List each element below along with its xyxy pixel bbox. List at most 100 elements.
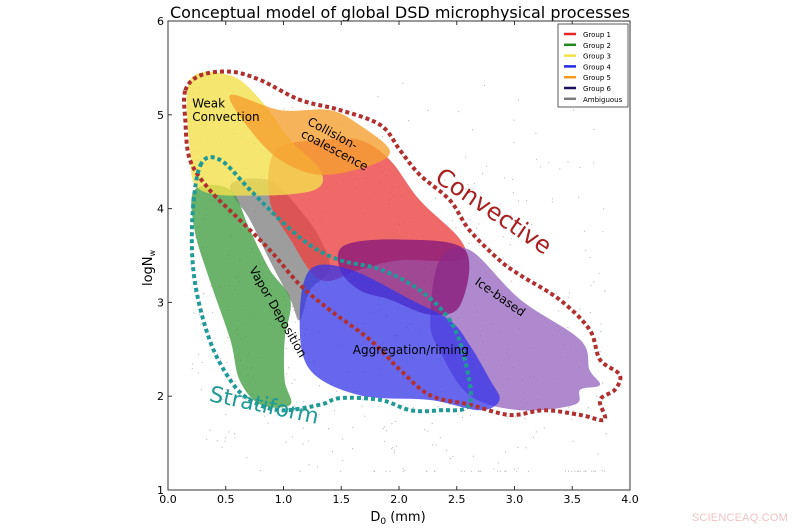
scatter-point — [212, 311, 214, 313]
scatter-point — [390, 448, 393, 450]
scatter-point — [193, 312, 195, 314]
scatter-point — [220, 357, 222, 360]
scatter-point — [408, 120, 410, 122]
scatter-point — [497, 470, 499, 472]
scatter-point — [352, 426, 354, 428]
scatter-point — [469, 414, 472, 417]
scatter-point — [531, 224, 533, 226]
scatter-point — [472, 455, 474, 457]
scatter-point — [226, 361, 228, 364]
scatter-point — [395, 445, 398, 447]
scatter-point — [291, 436, 294, 438]
scatter-point — [597, 453, 599, 455]
scatter-point — [572, 440, 574, 442]
scatter-point — [543, 427, 545, 429]
scatter-point — [476, 227, 478, 229]
x-tick-label: 1.5 — [333, 493, 351, 506]
scatter-point — [567, 161, 569, 163]
legend-label: Group 4 — [583, 63, 612, 71]
scatter-point — [291, 382, 293, 385]
regions — [186, 71, 607, 472]
y-tick-label: 3 — [157, 296, 164, 309]
scatter-point — [605, 433, 607, 435]
scatter-point — [210, 285, 212, 287]
scatter-point — [333, 409, 336, 412]
scatter-point — [590, 284, 592, 286]
annotation-agg: Aggregation/riming — [353, 343, 469, 357]
scatter-point — [577, 470, 580, 472]
scatter-point — [467, 184, 469, 186]
scatter-point — [385, 430, 388, 432]
scatter-point — [602, 230, 604, 233]
scatter-point — [513, 468, 516, 470]
scatter-point — [493, 468, 495, 470]
scatter-point — [525, 447, 527, 449]
scatter-point — [499, 203, 501, 205]
scatter-point — [505, 470, 507, 472]
scatter-point — [604, 290, 606, 292]
scatter-point — [535, 132, 537, 134]
scatter-point — [599, 350, 601, 353]
scatter-point — [377, 405, 379, 408]
scatter-point — [504, 451, 507, 453]
scatter-point — [473, 183, 476, 185]
outline-stratiform — [189, 155, 473, 414]
scatter-point — [191, 367, 193, 370]
scatter-point — [198, 372, 200, 374]
scatter-point — [509, 244, 511, 246]
scatter-point — [528, 470, 530, 472]
scatter-point — [423, 429, 426, 431]
scatter-point — [535, 431, 537, 433]
scatter-point — [576, 470, 579, 472]
scatter-point — [227, 336, 229, 339]
annotation-line: Weak — [192, 96, 225, 110]
scatter-point — [434, 470, 436, 472]
scatter-point — [478, 223, 480, 225]
scatter-point — [202, 312, 204, 314]
scatter-point — [499, 470, 502, 472]
scatter-point — [589, 311, 592, 314]
scatter-point — [288, 367, 290, 369]
scatter-point — [600, 323, 602, 325]
scatter-point — [564, 470, 567, 472]
scatter-point — [516, 470, 518, 472]
scatter-point — [541, 291, 544, 293]
y-tick-label: 6 — [157, 15, 164, 28]
scatter-point — [327, 428, 330, 430]
scatter-point — [510, 214, 512, 216]
scatter-point — [503, 177, 506, 179]
scatter-point — [483, 84, 486, 87]
scatter-point — [567, 296, 570, 298]
scatter-point — [585, 470, 587, 472]
scatter-point — [361, 405, 363, 407]
scatter-point — [286, 373, 288, 375]
scatter-point — [593, 470, 595, 472]
scatter-point — [502, 257, 504, 259]
scatter-point — [394, 451, 396, 453]
scatter-point — [381, 135, 384, 137]
scatter-point — [391, 447, 394, 449]
scatter-point — [510, 238, 512, 240]
scatter-point — [209, 429, 211, 431]
scatter-point — [479, 470, 481, 472]
region-group-2 — [191, 184, 292, 408]
scatter-point — [384, 440, 386, 443]
scatter-point — [601, 469, 603, 472]
scatter-point — [198, 314, 200, 316]
scatter-point — [539, 166, 542, 168]
scatter-point — [393, 449, 395, 451]
x-tick-label: 2.5 — [448, 493, 466, 506]
scatter-point — [547, 162, 550, 164]
scatter-point — [373, 470, 375, 472]
scatter-point — [593, 281, 595, 283]
x-tick-label: 2.0 — [390, 493, 408, 506]
scatter-point — [532, 436, 535, 439]
scatter-point — [385, 470, 387, 472]
y-ticks: 1 2 3 4 5 6 — [157, 15, 172, 497]
scatter-point — [591, 470, 593, 472]
scatter-point — [457, 413, 459, 415]
scatter-point — [519, 228, 521, 230]
scatter-point — [426, 470, 428, 472]
scatter-point — [402, 467, 404, 470]
